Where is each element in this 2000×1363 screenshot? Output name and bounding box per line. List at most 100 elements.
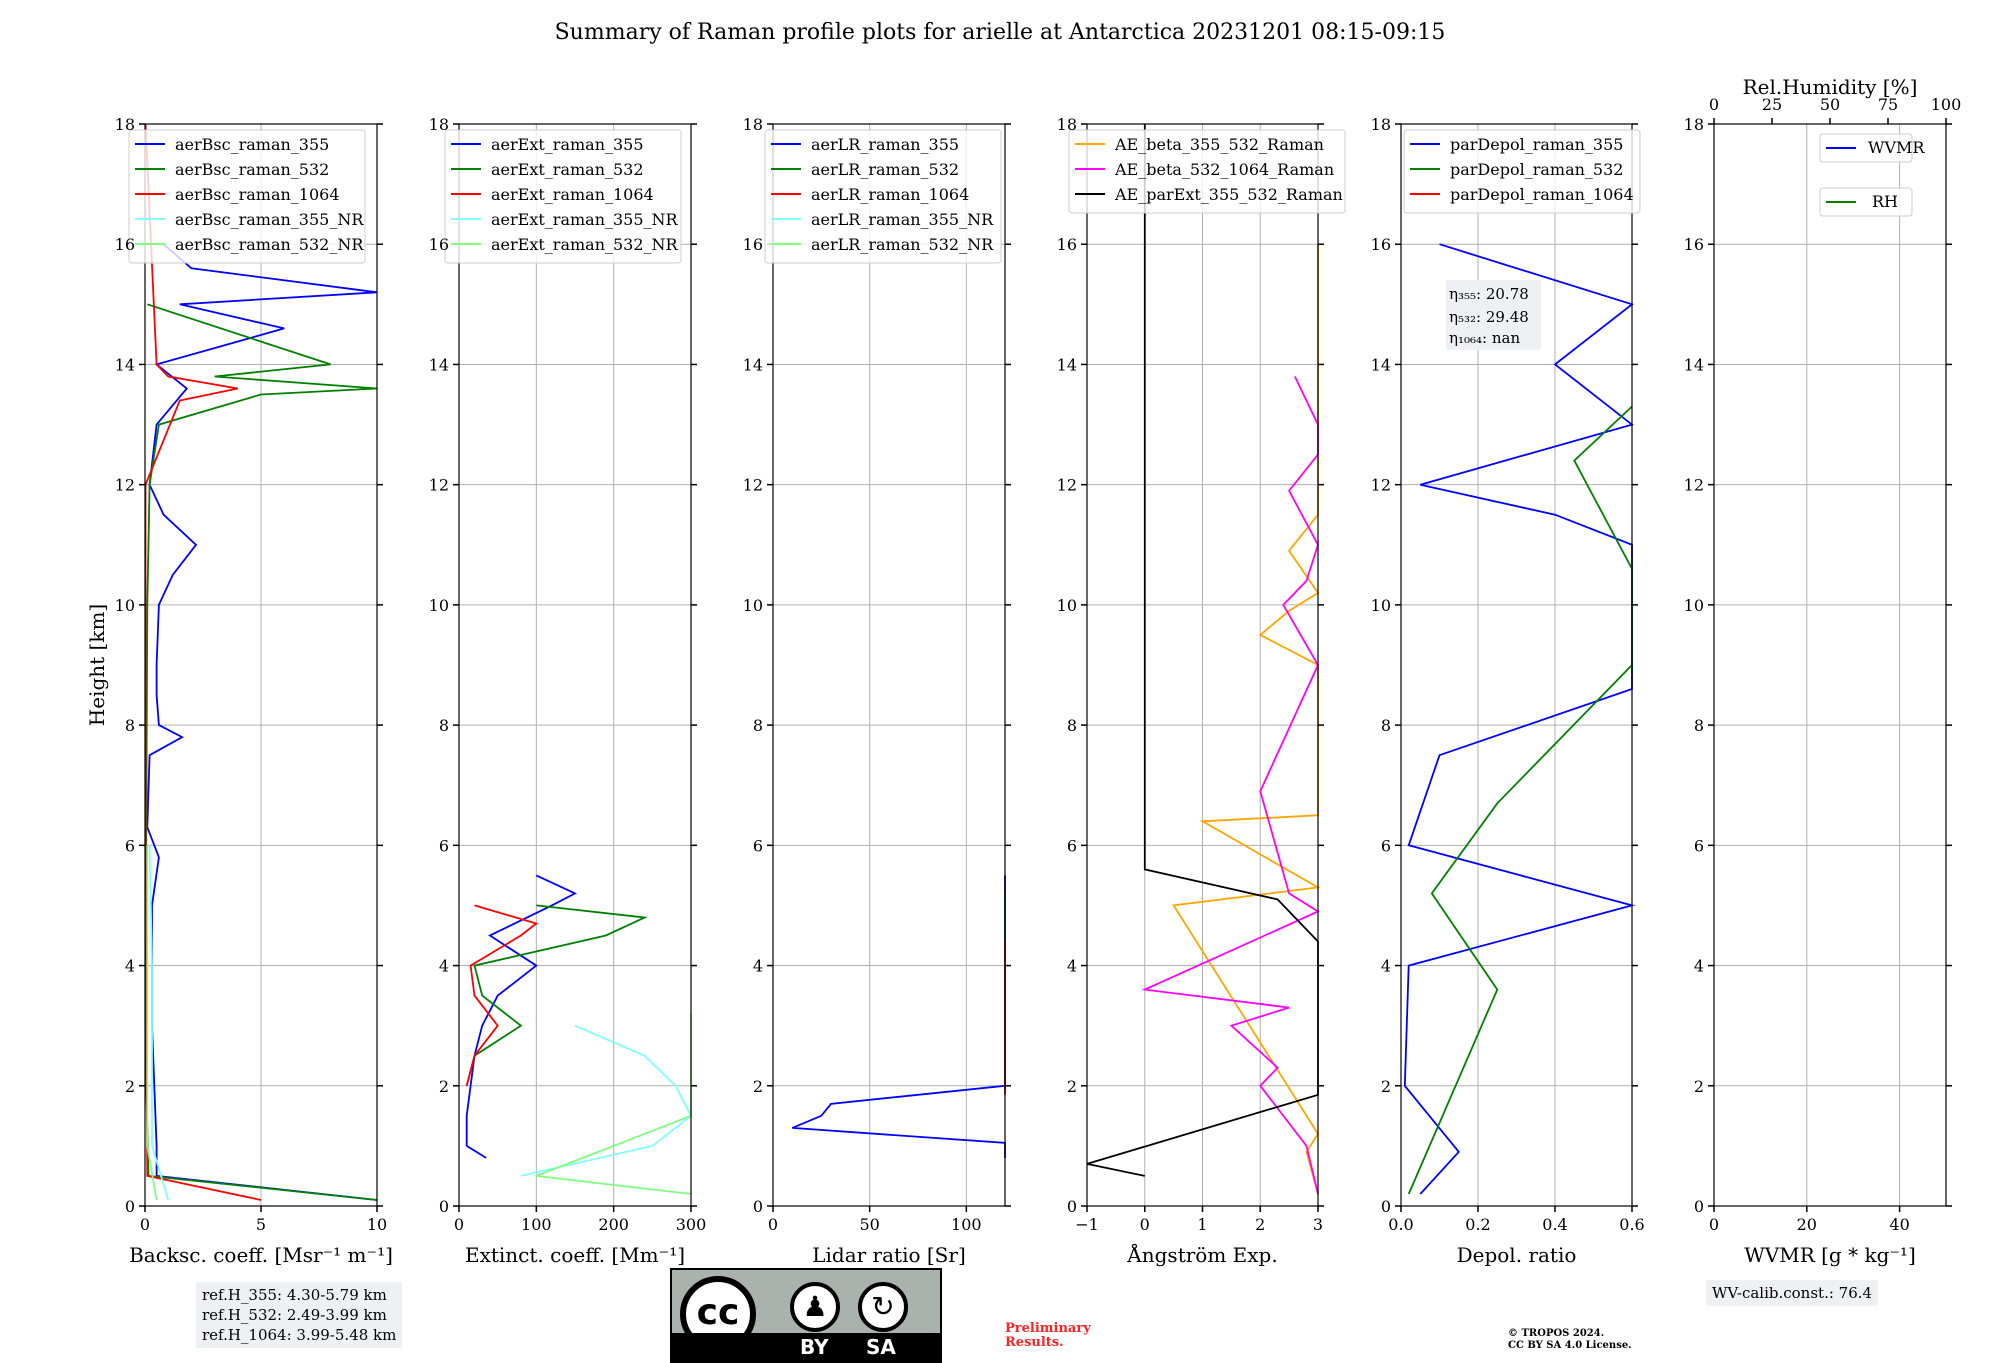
x-tick-label: 10 bbox=[367, 1215, 387, 1234]
top-x-tick-label: 100 bbox=[1931, 95, 1962, 114]
top-x-axis-label: Rel.Humidity [%] bbox=[1743, 75, 1918, 99]
y-tick-label: 10 bbox=[1371, 596, 1391, 615]
top-x-tick-label: 50 bbox=[1820, 95, 1840, 114]
preliminary-line-1: Preliminary bbox=[1005, 1321, 1091, 1336]
series-line-aerBsc_raman_1064 bbox=[144, 123, 262, 1201]
panel-lidar_ratio bbox=[764, 123, 1011, 1212]
eta-532-label: η₅₃₂: 29.48 bbox=[1449, 308, 1529, 326]
x-tick-label: 0 bbox=[1140, 1215, 1150, 1234]
y-tick-label: 12 bbox=[1371, 476, 1391, 495]
top-x-tick-label: 0 bbox=[1709, 95, 1719, 114]
y-tick-label: 6 bbox=[753, 836, 763, 855]
y-tick-label: 4 bbox=[753, 957, 763, 976]
y-tick-label: 4 bbox=[1694, 957, 1704, 976]
share-alike-icon: ↻ bbox=[858, 1282, 908, 1332]
series-line-aerBsc_raman_532 bbox=[145, 303, 378, 1201]
y-tick-label: 10 bbox=[429, 596, 449, 615]
y-tick-label: 8 bbox=[1381, 716, 1391, 735]
legend-box bbox=[764, 129, 1002, 264]
copyright-line-1: © TROPOS 2024. bbox=[1508, 1328, 1605, 1339]
series-line-aerExt_raman_532 bbox=[465, 904, 648, 1087]
axes-frame bbox=[1400, 123, 1633, 1207]
legend-label-AE_parExt_355_532_Raman: AE_parExt_355_532_Raman bbox=[1114, 185, 1343, 204]
x-tick-label: 1 bbox=[1197, 1215, 1207, 1234]
y-tick-label: 16 bbox=[1057, 235, 1077, 254]
series-line-AE_beta_532_1064_Raman bbox=[1141, 376, 1320, 1195]
legend-box bbox=[1819, 133, 1913, 163]
y-tick-label: 16 bbox=[1684, 235, 1704, 254]
y-tick-label: 2 bbox=[1067, 1077, 1077, 1096]
y-tick-label: 12 bbox=[1684, 476, 1704, 495]
legend-label-aerBsc_raman_1064: aerBsc_raman_1064 bbox=[175, 185, 340, 204]
x-axis-label: Ångström Exp. bbox=[1126, 1242, 1277, 1267]
series-line-parDepol_raman_355 bbox=[1403, 243, 1636, 1195]
ref-height-355: ref.H_355: 4.30-5.79 km bbox=[202, 1286, 387, 1304]
legend-label-AE_beta_355_532_Raman: AE_beta_355_532_Raman bbox=[1114, 135, 1324, 154]
reference-height-box: ref.H_355: 4.30-5.79 km ref.H_532: 2.49-… bbox=[196, 1282, 403, 1348]
y-tick-label: 14 bbox=[1371, 355, 1391, 374]
x-tick-label: 200 bbox=[598, 1215, 629, 1234]
legend-label-aerLR_raman_532: aerLR_raman_532 bbox=[811, 160, 959, 179]
top-x-tick-label: 25 bbox=[1762, 95, 1782, 114]
legend-label-aerBsc_raman_532: aerBsc_raman_532 bbox=[175, 160, 329, 179]
y-tick-label: 14 bbox=[1684, 355, 1704, 374]
legend-label-RH: RH bbox=[1872, 192, 1898, 211]
y-tick-label: 10 bbox=[1684, 596, 1704, 615]
panel-extinction bbox=[444, 123, 697, 1212]
x-axis-label: Lidar ratio [Sr] bbox=[812, 1243, 966, 1267]
x-tick-label: 300 bbox=[676, 1215, 707, 1234]
y-tick-label: 0 bbox=[753, 1197, 763, 1216]
series-line-parDepol_raman_532 bbox=[1407, 405, 1633, 1195]
y-tick-label: 12 bbox=[743, 476, 763, 495]
y-tick-label: 2 bbox=[753, 1077, 763, 1096]
series-line-aerExt_raman_355_NR bbox=[520, 1024, 693, 1177]
y-tick-label: 2 bbox=[439, 1077, 449, 1096]
legend-label-aerExt_raman_355: aerExt_raman_355 bbox=[491, 135, 644, 154]
y-tick-label: 4 bbox=[1381, 957, 1391, 976]
legend-box bbox=[1403, 129, 1641, 214]
x-tick-label: 0 bbox=[140, 1215, 150, 1234]
series-line-AE_beta_355_532_Raman bbox=[1172, 244, 1321, 1195]
y-tick-label: 2 bbox=[1381, 1077, 1391, 1096]
legend-label-aerLR_raman_532_NR: aerLR_raman_532_NR bbox=[811, 235, 994, 254]
x-tick-label: 100 bbox=[951, 1215, 982, 1234]
series-line-aerBsc_raman_355_NR bbox=[148, 845, 170, 1201]
legend-box bbox=[128, 129, 366, 264]
series-line-aerBsc_raman_532_NR bbox=[146, 845, 158, 1201]
y-tick-label: 10 bbox=[115, 596, 135, 615]
legend-label-parDepol_raman_532: parDepol_raman_532 bbox=[1450, 160, 1623, 179]
y-tick-label: 14 bbox=[1057, 355, 1077, 374]
wv-calibration-constant: WV-calib.const.: 76.4 bbox=[1712, 1284, 1873, 1302]
x-tick-label: 0 bbox=[768, 1215, 778, 1234]
figure-title: Summary of Raman profile plots for ariel… bbox=[554, 20, 1446, 45]
legend-label-aerBsc_raman_355: aerBsc_raman_355 bbox=[175, 135, 329, 154]
x-tick-label: 0.4 bbox=[1542, 1215, 1567, 1234]
y-tick-label: 18 bbox=[115, 115, 135, 134]
license-by-label: BY bbox=[800, 1335, 829, 1359]
legend-label-aerExt_raman_532: aerExt_raman_532 bbox=[491, 160, 644, 179]
y-tick-label: 4 bbox=[1067, 957, 1077, 976]
x-axis-label: WVMR [g * kg⁻¹] bbox=[1744, 1243, 1916, 1267]
y-tick-label: 6 bbox=[439, 836, 449, 855]
series-line-aerLR_raman_355 bbox=[791, 875, 1006, 1158]
legend-box bbox=[1068, 129, 1346, 214]
y-tick-label: 8 bbox=[439, 716, 449, 735]
y-tick-label: 8 bbox=[125, 716, 135, 735]
legend-label-parDepol_raman_1064: parDepol_raman_1064 bbox=[1450, 185, 1634, 204]
y-tick-label: 6 bbox=[125, 836, 135, 855]
y-tick-label: 16 bbox=[1371, 235, 1391, 254]
y-tick-label: 14 bbox=[115, 355, 135, 374]
legend-label-aerBsc_raman_532_NR: aerBsc_raman_532_NR bbox=[175, 235, 364, 254]
x-tick-label: 0.6 bbox=[1619, 1215, 1644, 1234]
x-tick-label: 0.0 bbox=[1388, 1215, 1413, 1234]
x-tick-label: 2 bbox=[1255, 1215, 1265, 1234]
y-tick-label: 10 bbox=[743, 596, 763, 615]
y-tick-label: 0 bbox=[1381, 1197, 1391, 1216]
y-tick-label: 0 bbox=[439, 1197, 449, 1216]
y-tick-label: 16 bbox=[429, 235, 449, 254]
panel-backscatter bbox=[128, 123, 383, 1212]
legend-label-aerExt_raman_1064: aerExt_raman_1064 bbox=[491, 185, 654, 204]
y-tick-label: 2 bbox=[125, 1077, 135, 1096]
axes-frame bbox=[458, 123, 692, 1207]
x-tick-label: 40 bbox=[1889, 1215, 1909, 1234]
